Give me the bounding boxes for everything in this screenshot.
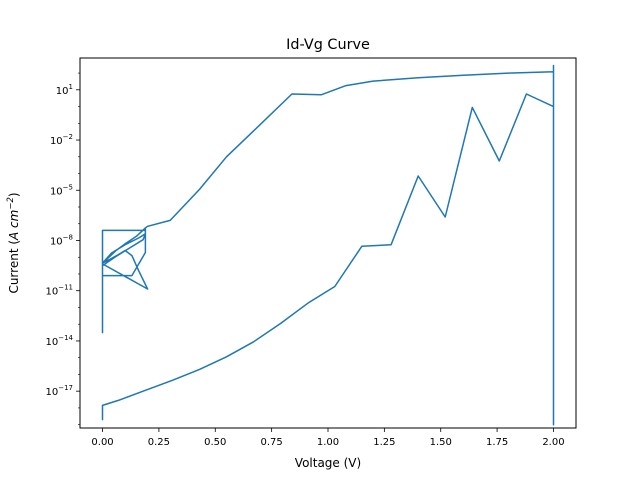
- x-tick-label: 0.00: [91, 437, 113, 448]
- x-axis: 0.00 0.25 0.50 0.75 1.00 1.25 1.50 1.75 2.00: [91, 428, 565, 448]
- x-tick-label: 1.00: [317, 437, 339, 448]
- y-tick-label: 10−8: [50, 233, 73, 247]
- x-tick-label: 1.25: [373, 437, 395, 448]
- x-tick-label: 0.50: [204, 437, 226, 448]
- y-tick-label: 10−5: [50, 183, 73, 197]
- y-tick-label: 10−11: [45, 284, 73, 298]
- y-tick-label: 10−17: [45, 384, 73, 398]
- y-axis-label-prefix: Current (: [7, 240, 21, 294]
- x-tick-label: 1.50: [430, 437, 452, 448]
- x-tick-label: 0.75: [261, 437, 283, 448]
- y-axis-label: Current (A cm−2): [6, 192, 21, 293]
- y-axis-label-suffix: ): [7, 192, 21, 197]
- x-axis-label: Voltage (V): [295, 456, 361, 470]
- plot-area: [101, 64, 555, 426]
- chart-title: Id-Vg Curve: [286, 37, 370, 53]
- y-tick-label: 10−14: [45, 334, 73, 348]
- x-tick-label: 0.25: [148, 437, 170, 448]
- data-series-line-1: [101, 64, 555, 426]
- x-tick-label: 2.00: [542, 437, 564, 448]
- y-tick-label: 10−2: [50, 133, 73, 147]
- y-tick-label: 101: [56, 83, 73, 97]
- y-axis-label-unit: A cm: [7, 210, 21, 241]
- y-axis: 101 10−2 10−5 10−8 10−11 10−14 10−17: [45, 72, 80, 425]
- x-tick-label: 1.75: [486, 437, 508, 448]
- y-axis-label-exponent: −2: [6, 197, 16, 210]
